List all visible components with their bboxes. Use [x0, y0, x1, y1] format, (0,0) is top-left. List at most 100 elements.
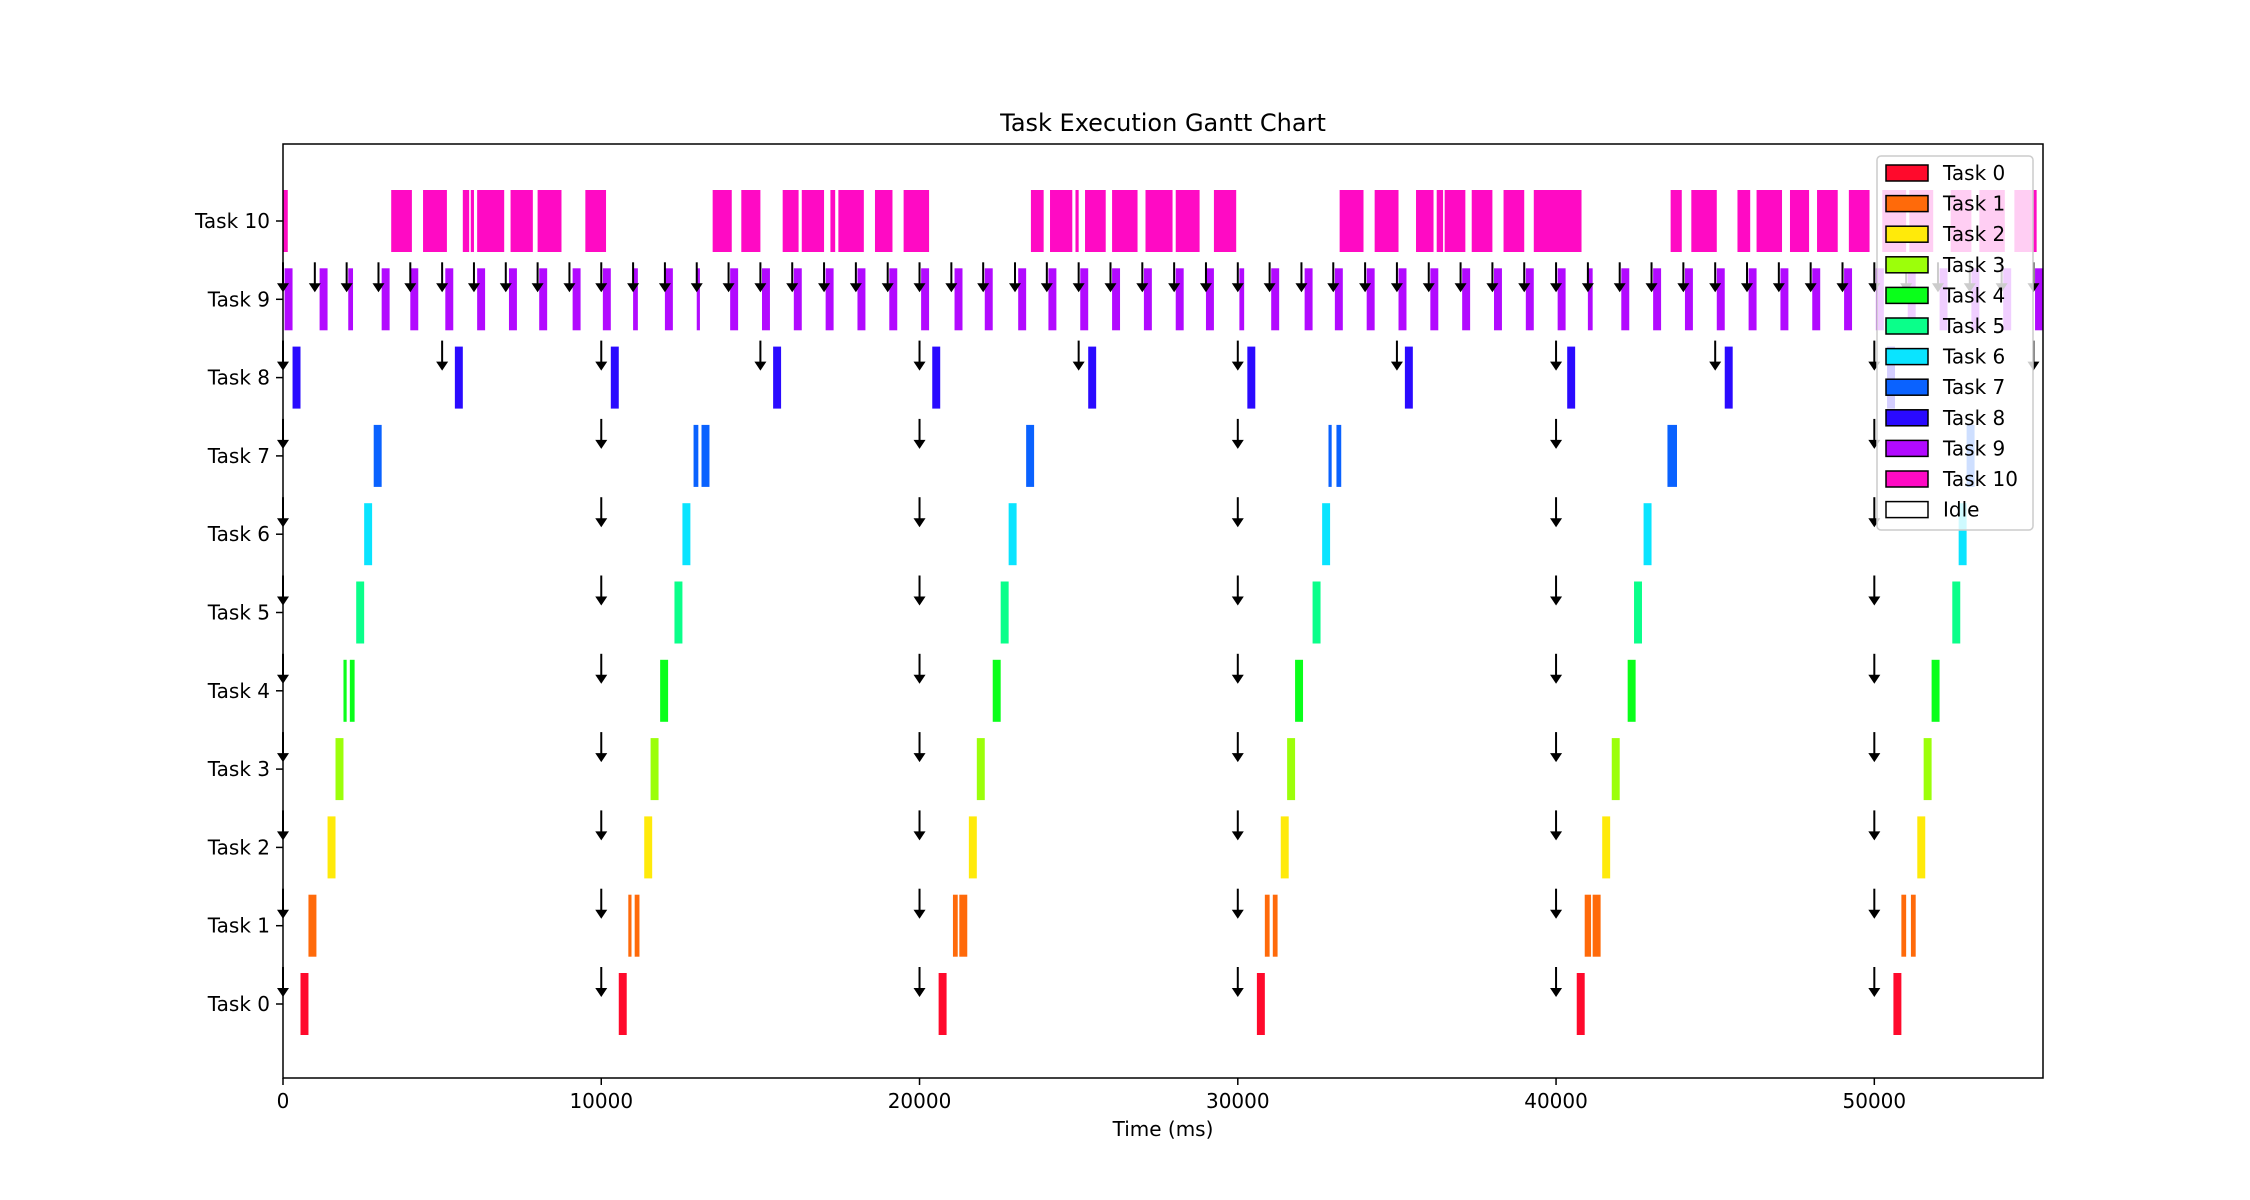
bar-task-9-18: [857, 268, 866, 331]
bar-task-9-1: [319, 268, 328, 331]
bar-task-1-7: [1584, 894, 1592, 957]
bar-task-8-1: [454, 346, 463, 409]
bar-task-9-9: [572, 268, 581, 331]
bar-task-10-9: [712, 190, 732, 252]
bar-task-0-0: [300, 973, 309, 1035]
bar-task-10-10: [741, 190, 761, 252]
bar-task-10-15: [874, 190, 893, 252]
release-arrow-task-9: [563, 262, 576, 293]
release-arrow-task-9: [849, 262, 862, 293]
bar-task-1-6: [1272, 894, 1278, 957]
legend-swatch: [1885, 378, 1929, 396]
release-arrow-task-6: [1550, 497, 1563, 528]
bar-task-10-27: [1416, 190, 1434, 252]
bar-task-8-2: [610, 346, 619, 409]
release-arrow-task-9: [977, 262, 990, 293]
release-arrow-task-3: [913, 732, 926, 763]
release-arrow-task-2: [1550, 810, 1563, 841]
bar-task-10-12: [801, 190, 825, 252]
bar-task-9-4: [410, 268, 419, 331]
x-axis-label: Time (ms): [1112, 1117, 1214, 1141]
legend-label: Task 4: [1942, 283, 2005, 307]
legend-box: [1876, 155, 2034, 531]
release-arrow-task-9: [786, 262, 799, 293]
bar-task-6-1: [682, 503, 691, 566]
legend: Task 0 Task 1 Task 2 Task 3 Task 4 Task 5 Task…: [1876, 155, 2034, 531]
release-arrow-task-7: [1550, 418, 1563, 449]
bar-task-1-2: [634, 894, 640, 957]
release-arrow-task-8: [754, 340, 767, 371]
legend-swatch: [1885, 409, 1929, 427]
bar-task-2-1: [644, 816, 653, 879]
release-arrow-task-7: [1231, 418, 1244, 449]
release-arrow-task-6: [595, 497, 608, 528]
bar-task-7-2: [701, 424, 710, 487]
bar-task-10-20: [1085, 190, 1106, 252]
release-arrow-task-8: [436, 340, 449, 371]
release-arrow-task-9: [595, 262, 608, 293]
bar-task-5-5: [1952, 581, 1961, 644]
bar-task-2-5: [1917, 816, 1926, 879]
release-arrow-task-6: [1231, 497, 1244, 528]
release-arrow-task-1: [1868, 888, 1881, 919]
bar-task-4-1: [349, 659, 355, 722]
bar-task-9-14: [730, 268, 739, 331]
bar-task-0-5: [1893, 973, 1902, 1035]
legend-swatch: [1885, 439, 1929, 458]
y-tick-label: Task 0: [207, 992, 270, 1016]
bar-task-9-36: [1430, 268, 1439, 331]
release-arrow-task-5: [913, 575, 926, 606]
bar-task-8-5: [1088, 346, 1097, 409]
legend-swatch: [1885, 500, 1929, 519]
bar-task-0-3: [1256, 973, 1265, 1035]
y-tick-label: Task 1: [207, 914, 270, 938]
release-arrow-task-9: [1836, 262, 1849, 293]
bar-task-9-45: [1716, 268, 1725, 331]
bar-task-3-0: [335, 738, 344, 801]
bar-task-8-8: [1567, 346, 1576, 409]
release-arrow-task-9: [913, 262, 926, 293]
release-arrow-task-1: [1231, 888, 1244, 919]
bar-task-9-15: [761, 268, 770, 331]
release-arrow-task-9: [1009, 262, 1022, 293]
release-arrow-task-0: [1550, 967, 1563, 997]
bar-task-10-13: [830, 190, 836, 252]
release-arrow-task-0: [1868, 967, 1881, 997]
y-tick-label: Task 2: [207, 835, 270, 859]
release-arrow-task-9: [1390, 262, 1403, 293]
bar-task-7-6: [1667, 424, 1677, 487]
bar-task-9-47: [1780, 268, 1789, 331]
bar-task-1-1: [628, 894, 632, 957]
bar-task-9-3: [381, 268, 390, 331]
y-tick-label: Task 4: [207, 679, 270, 703]
release-arrow-task-9: [1486, 262, 1499, 293]
legend-label: Task 5: [1942, 314, 2005, 338]
bar-task-10-39: [1817, 190, 1838, 252]
y-tick-label: Task 6: [207, 522, 270, 546]
bar-task-9-41: [1587, 268, 1593, 331]
release-arrow-task-9: [690, 262, 703, 293]
legend-swatch: [1885, 164, 1929, 182]
bar-task-5-0: [356, 581, 365, 644]
legend-swatch: [1885, 194, 1929, 213]
bar-task-6-3: [1322, 503, 1331, 566]
release-arrow-task-9: [881, 262, 894, 293]
bar-task-9-11: [633, 268, 638, 331]
bar-task-10-11: [782, 190, 799, 252]
release-arrow-task-5: [595, 575, 608, 606]
bar-task-9-0: [284, 268, 293, 331]
release-arrow-task-8: [1231, 340, 1244, 371]
release-arrow-task-9: [1422, 262, 1435, 293]
bar-task-4-2: [660, 659, 669, 722]
legend-label: Task 3: [1942, 253, 2005, 277]
bar-task-9-17: [825, 268, 834, 331]
bar-task-9-8: [539, 268, 548, 331]
bar-task-9-27: [1143, 268, 1152, 331]
bar-task-9-28: [1175, 268, 1184, 331]
legend-label: Task 2: [1942, 222, 2005, 246]
bar-task-1-10: [1910, 894, 1916, 957]
chart-title: Task Execution Gantt Chart: [999, 109, 1326, 137]
release-arrow-task-8: [1390, 340, 1403, 371]
bar-task-7-4: [1328, 424, 1332, 487]
